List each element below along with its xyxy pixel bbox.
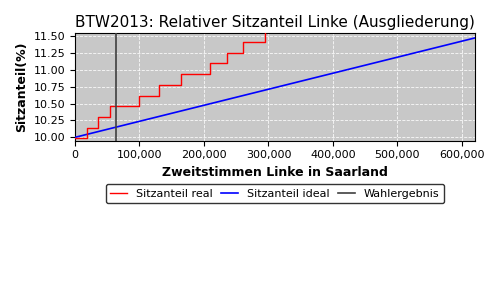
Sitzanteil real — [156, 83, 162, 87]
Sitzanteil real — [262, 40, 268, 44]
Sitzanteil ideal — [72, 136, 78, 139]
Sitzanteil real — [156, 94, 162, 97]
Sitzanteil real — [178, 72, 184, 76]
Sitzanteil real — [178, 83, 184, 87]
X-axis label: Zweitstimmen Linke in Saarland: Zweitstimmen Linke in Saarland — [162, 166, 388, 179]
Sitzanteil real — [94, 115, 100, 119]
Sitzanteil real — [84, 126, 89, 130]
Sitzanteil real — [362, 0, 368, 1]
Sitzanteil real — [72, 136, 78, 140]
Sitzanteil real — [326, 8, 332, 12]
Sitzanteil ideal — [234, 95, 239, 99]
Sitzanteil real — [262, 29, 268, 33]
Sitzanteil real — [84, 136, 89, 140]
Sitzanteil ideal — [384, 58, 390, 61]
Sitzanteil real — [326, 19, 332, 22]
Line: Sitzanteil real: Sitzanteil real — [75, 0, 475, 138]
Sitzanteil real — [224, 51, 230, 55]
Sitzanteil real — [136, 104, 142, 108]
Sitzanteil ideal — [113, 125, 119, 129]
Sitzanteil real — [108, 115, 114, 119]
Sitzanteil real — [362, 8, 368, 12]
Sitzanteil real — [240, 51, 246, 55]
Sitzanteil ideal — [391, 56, 397, 60]
Sitzanteil real — [136, 94, 142, 97]
Sitzanteil real — [304, 29, 310, 33]
Sitzanteil real — [240, 40, 246, 44]
Legend: Sitzanteil real, Sitzanteil ideal, Wahlergebnis: Sitzanteil real, Sitzanteil ideal, Wahle… — [106, 184, 444, 203]
Sitzanteil real — [94, 126, 100, 130]
Y-axis label: Sitzanteil(%): Sitzanteil(%) — [15, 41, 28, 132]
Sitzanteil real — [224, 61, 230, 65]
Sitzanteil real — [208, 72, 214, 76]
Sitzanteil real — [304, 19, 310, 22]
Sitzanteil real — [208, 61, 214, 65]
Line: Sitzanteil ideal: Sitzanteil ideal — [75, 38, 475, 137]
Title: BTW2013: Relativer Sitzanteil Linke (Ausgliederung): BTW2013: Relativer Sitzanteil Linke (Aus… — [75, 15, 475, 30]
Sitzanteil real — [108, 104, 114, 108]
Sitzanteil ideal — [472, 36, 478, 40]
Sitzanteil ideal — [248, 92, 254, 95]
Sitzanteil ideal — [346, 67, 352, 71]
Sitzanteil real — [388, 0, 394, 1]
